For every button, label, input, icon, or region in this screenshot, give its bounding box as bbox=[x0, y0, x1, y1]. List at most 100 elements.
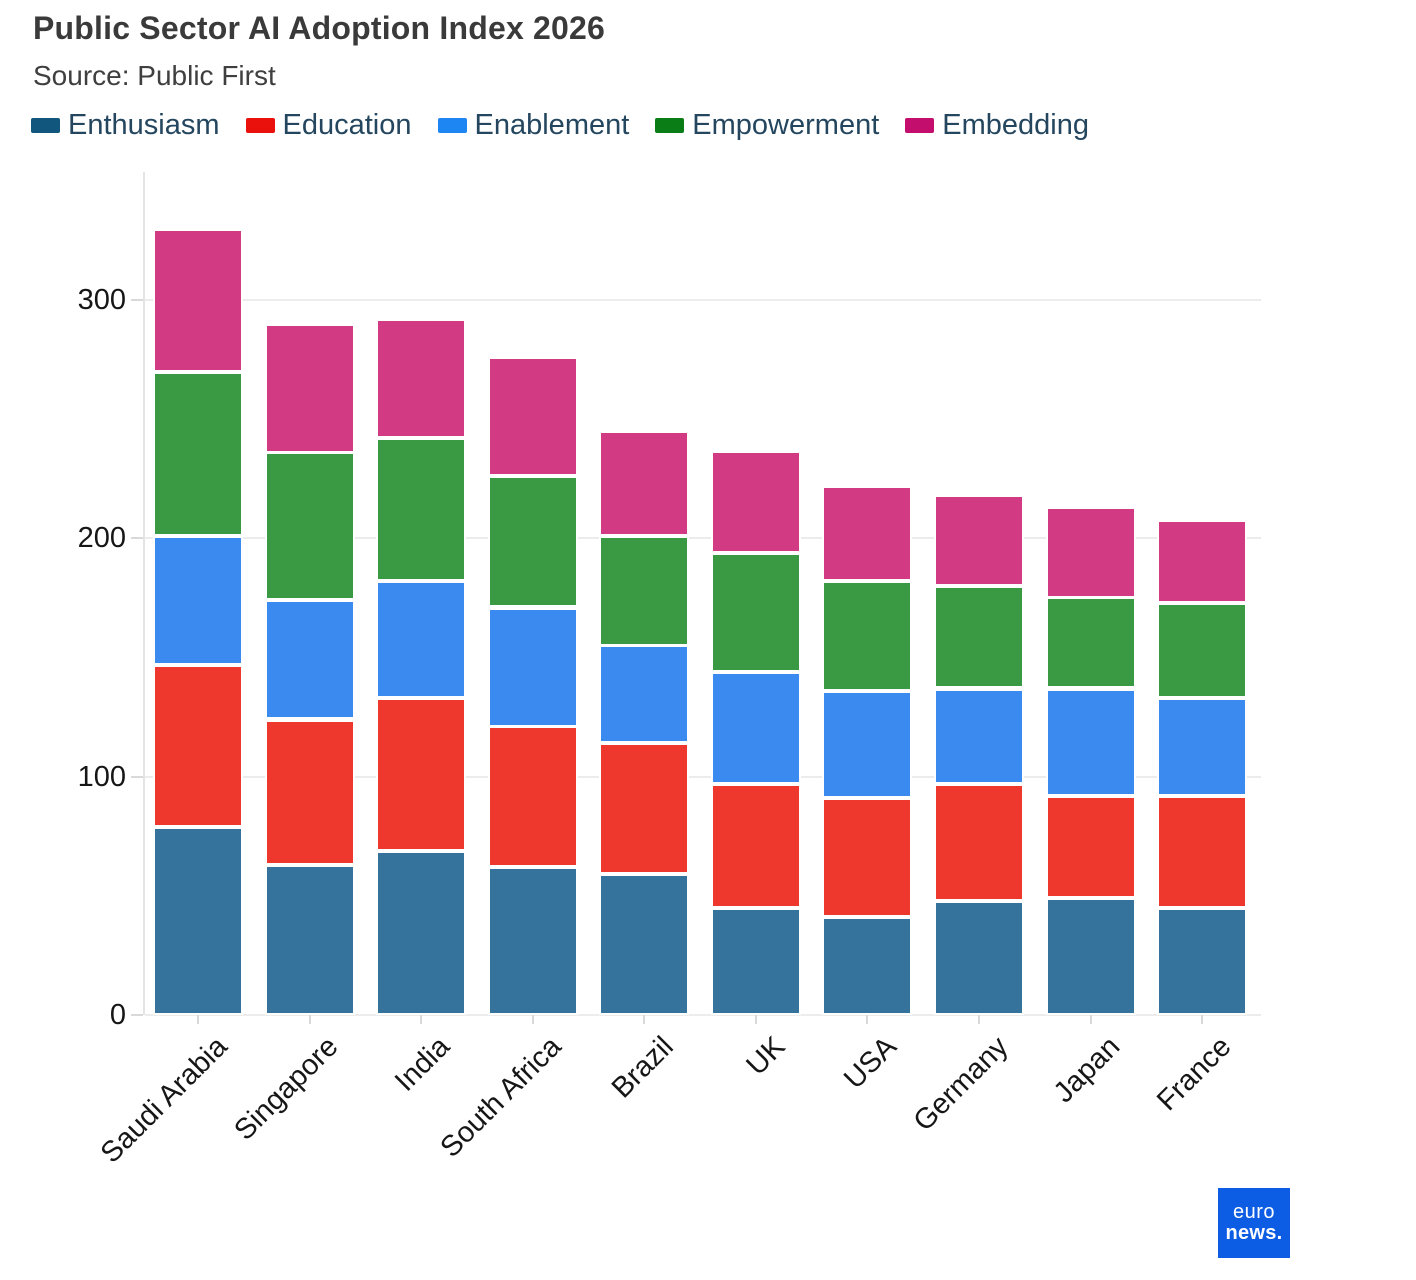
y-axis-label-100: 100 bbox=[77, 760, 126, 793]
bar-segment-education-france[interactable] bbox=[1157, 796, 1247, 908]
x-axis-label-germany: Germany bbox=[907, 1030, 1015, 1138]
bar-segment-embedding-france[interactable] bbox=[1157, 520, 1247, 603]
x-axis-label-brazil: Brazil bbox=[605, 1030, 680, 1105]
bar-segment-empowerment-saudi-arabia[interactable] bbox=[153, 372, 243, 536]
legend-swatch-education bbox=[245, 118, 275, 133]
bar-segment-enthusiasm-japan[interactable] bbox=[1046, 898, 1136, 1015]
x-axis-label-singapore: Singapore bbox=[228, 1030, 345, 1147]
legend-label-enablement: Enablement bbox=[474, 109, 630, 141]
bar-segment-empowerment-singapore[interactable] bbox=[265, 452, 355, 600]
legend-item-enthusiasm: Enthusiasm bbox=[31, 111, 220, 140]
euronews-logo-line2: news. bbox=[1225, 1222, 1283, 1244]
x-axis-label-saudi-arabia: Saudi Arabia bbox=[94, 1030, 234, 1170]
x-axis-label-india: India bbox=[389, 1030, 457, 1098]
legend-label-education: Education bbox=[282, 109, 412, 141]
bar-segment-empowerment-brazil[interactable] bbox=[599, 536, 689, 646]
bar-segment-enthusiasm-brazil[interactable] bbox=[599, 874, 689, 1015]
bar-segment-embedding-japan[interactable] bbox=[1046, 507, 1136, 598]
bar-segment-education-usa[interactable] bbox=[822, 798, 912, 917]
bar-segment-enablement-france[interactable] bbox=[1157, 698, 1247, 796]
euronews-logo-line1: euro bbox=[1232, 1201, 1276, 1223]
bar-segment-education-singapore[interactable] bbox=[265, 720, 355, 865]
bar-segment-enthusiasm-south-africa[interactable] bbox=[488, 867, 578, 1015]
bar-segment-embedding-saudi-arabia[interactable] bbox=[153, 229, 243, 372]
bar-segment-enablement-usa[interactable] bbox=[822, 691, 912, 798]
legend-item-empowerment: Empowerment bbox=[655, 111, 879, 140]
bar-segment-embedding-south-africa[interactable] bbox=[488, 357, 578, 476]
bar-segment-enthusiasm-singapore[interactable] bbox=[265, 865, 355, 1015]
bar-segment-education-japan[interactable] bbox=[1046, 796, 1136, 898]
bar-segment-enablement-brazil[interactable] bbox=[599, 645, 689, 743]
x-axis-label-uk: UK bbox=[739, 1030, 792, 1082]
bar-segment-empowerment-france[interactable] bbox=[1157, 603, 1247, 698]
x-tick-8 bbox=[1090, 1015, 1092, 1024]
chart-source: Source: Public First bbox=[33, 60, 276, 91]
bar-segment-enthusiasm-germany[interactable] bbox=[934, 901, 1024, 1015]
bar-segment-education-saudi-arabia[interactable] bbox=[153, 665, 243, 827]
bar-segment-enablement-singapore[interactable] bbox=[265, 600, 355, 719]
legend-label-enthusiasm: Enthusiasm bbox=[68, 109, 220, 141]
bar-segment-empowerment-usa[interactable] bbox=[822, 581, 912, 691]
legend-label-embedding: Embedding bbox=[942, 109, 1089, 141]
bar-segment-embedding-india[interactable] bbox=[376, 319, 466, 438]
bar-segment-enthusiasm-usa[interactable] bbox=[822, 917, 912, 1015]
x-tick-7 bbox=[978, 1015, 980, 1024]
bar-segment-empowerment-uk[interactable] bbox=[711, 553, 801, 672]
bar-segment-enablement-japan[interactable] bbox=[1046, 689, 1136, 796]
x-tick-6 bbox=[866, 1015, 868, 1024]
y-tick-100 bbox=[131, 775, 143, 778]
legend-item-embedding: Embedding bbox=[905, 111, 1089, 140]
bar-segment-empowerment-germany[interactable] bbox=[934, 586, 1024, 688]
bar-segment-enablement-south-africa[interactable] bbox=[488, 608, 578, 727]
bar-segment-enthusiasm-saudi-arabia[interactable] bbox=[153, 827, 243, 1015]
bar-segment-embedding-germany[interactable] bbox=[934, 495, 1024, 586]
bar-segment-enthusiasm-india[interactable] bbox=[376, 851, 466, 1015]
legend-swatch-embedding bbox=[905, 118, 935, 133]
bar-segment-enablement-uk[interactable] bbox=[711, 672, 801, 784]
bar-segment-empowerment-japan[interactable] bbox=[1046, 597, 1136, 688]
bar-segment-enthusiasm-uk[interactable] bbox=[711, 908, 801, 1015]
legend: Enthusiasm Education Enablement Empowerment… bbox=[31, 111, 1115, 140]
gridline-300 bbox=[145, 299, 1261, 301]
bar-segment-education-germany[interactable] bbox=[934, 784, 1024, 901]
x-tick-2 bbox=[420, 1015, 422, 1024]
bar-segment-enthusiasm-france[interactable] bbox=[1157, 908, 1247, 1015]
x-tick-1 bbox=[309, 1015, 311, 1024]
bar-segment-embedding-usa[interactable] bbox=[822, 486, 912, 581]
gridline-100 bbox=[145, 775, 1261, 778]
bar-segment-education-india[interactable] bbox=[376, 698, 466, 851]
y-axis-label-0: 0 bbox=[109, 999, 126, 1031]
gridline-200 bbox=[145, 537, 1261, 540]
bar-segment-enablement-germany[interactable] bbox=[934, 689, 1024, 784]
chart-title: Public Sector AI Adoption Index 2026 bbox=[33, 10, 606, 46]
bar-segment-empowerment-india[interactable] bbox=[376, 438, 466, 581]
plot-area bbox=[131, 172, 1261, 1024]
x-axis-label-japan: Japan bbox=[1047, 1030, 1126, 1110]
euronews-logo[interactable]: euro news. bbox=[1218, 1188, 1290, 1258]
bar-segment-education-south-africa[interactable] bbox=[488, 726, 578, 867]
x-axis-label-usa: USA bbox=[837, 1030, 903, 1096]
x-axis-label-south-africa: South Africa bbox=[434, 1030, 568, 1164]
bar-segment-embedding-uk[interactable] bbox=[711, 451, 801, 553]
x-tick-4 bbox=[643, 1015, 645, 1024]
x-tick-3 bbox=[532, 1015, 534, 1024]
bar-segment-embedding-brazil[interactable] bbox=[599, 431, 689, 536]
bar-segment-enablement-saudi-arabia[interactable] bbox=[153, 536, 243, 665]
legend-item-education: Education bbox=[245, 109, 412, 141]
legend-label-empowerment: Empowerment bbox=[692, 109, 880, 141]
y-axis-line bbox=[143, 172, 145, 1015]
bar-segment-empowerment-south-africa[interactable] bbox=[488, 476, 578, 607]
x-tick-0 bbox=[197, 1015, 199, 1024]
bar-segment-embedding-singapore[interactable] bbox=[265, 324, 355, 453]
y-tick-300 bbox=[131, 299, 143, 301]
bar-segment-enablement-india[interactable] bbox=[376, 581, 466, 698]
bar-segment-education-uk[interactable] bbox=[711, 784, 801, 908]
x-tick-9 bbox=[1201, 1015, 1203, 1024]
x-axis-label-france: France bbox=[1150, 1030, 1238, 1118]
legend-item-enablement: Enablement bbox=[437, 109, 630, 141]
y-axis-label-200: 200 bbox=[77, 522, 126, 555]
bar-segment-education-brazil[interactable] bbox=[599, 743, 689, 874]
legend-swatch-enablement bbox=[437, 118, 467, 133]
y-axis-label-300: 300 bbox=[77, 284, 126, 316]
